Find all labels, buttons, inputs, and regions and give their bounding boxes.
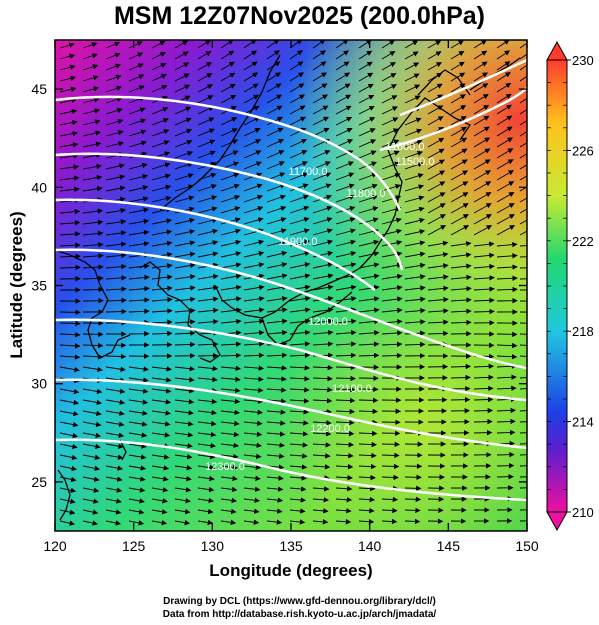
- y-axis-label: Latitude (degrees): [7, 211, 26, 358]
- contour-label: 11900.0: [279, 236, 318, 248]
- x-tick-label-135: 135: [279, 538, 303, 554]
- temperature-field: 11700.0 11800.0 11900.0 11500.0 11600.0 12000…: [55, 40, 527, 531]
- contour-label: 11700.0: [289, 166, 328, 178]
- colorbar-tick-222: 222: [572, 234, 594, 249]
- contour-label: 12000.0: [308, 316, 348, 328]
- contour-labels: 11700.0 11800.0 11900.0 11500.0 11600.0 12000…: [205, 141, 434, 473]
- x-axis-label: Longitude (degrees): [209, 561, 372, 580]
- contour-line: [55, 95, 402, 211]
- contour-label: 11800.0: [347, 188, 386, 200]
- height-contours: [55, 58, 527, 502]
- axis-ticks: 120 125 130 135 140 145 150 25 30 35 40 45: [31, 40, 539, 554]
- x-tick-label-130: 130: [201, 538, 225, 554]
- colorbar-tick-214: 214: [572, 415, 594, 430]
- y-tick-label-45: 45: [31, 81, 47, 97]
- colorbar-tick-230: 230: [572, 53, 594, 68]
- colorbar: 210 214 218 222 226 230: [546, 40, 594, 532]
- colorbar-tick-226: 226: [572, 143, 594, 158]
- contour-label: 12200.0: [310, 423, 350, 435]
- colorbar-tick-210: 210: [572, 505, 594, 520]
- map-title: MSM 12Z07Nov2025 (200.0hPa): [113, 2, 485, 30]
- y-tick-label-40: 40: [31, 179, 47, 195]
- y-tick-label-30: 30: [31, 376, 47, 392]
- contour-line: [55, 198, 376, 291]
- credit-drawing: Drawing by DCL (https://www.gfd-dennou.o…: [163, 596, 436, 607]
- y-tick-label-25: 25: [31, 474, 47, 490]
- contour-label: 12300.0: [205, 461, 245, 473]
- contour-line: [55, 318, 527, 402]
- contour-line: [399, 58, 527, 117]
- contour-line: [55, 378, 527, 450]
- x-tick-label-120: 120: [43, 538, 67, 554]
- contour-label: 11500.0: [396, 156, 435, 168]
- contour-line: [55, 152, 404, 271]
- contour-line: [55, 248, 527, 370]
- x-tick-label-140: 140: [358, 538, 382, 554]
- contour-label: 11600.0: [386, 141, 425, 153]
- colorbar-tick-218: 218: [572, 324, 594, 339]
- contour-line: [379, 87, 527, 152]
- contour-line: [55, 438, 527, 502]
- contour-label: 12100.0: [332, 383, 372, 395]
- credit-data: Data from http://database.rish.kyoto-u.a…: [162, 609, 437, 620]
- y-tick-label-35: 35: [31, 278, 47, 294]
- x-tick-label-150: 150: [515, 538, 539, 554]
- x-tick-label-125: 125: [122, 538, 146, 554]
- x-tick-label-145: 145: [437, 538, 461, 554]
